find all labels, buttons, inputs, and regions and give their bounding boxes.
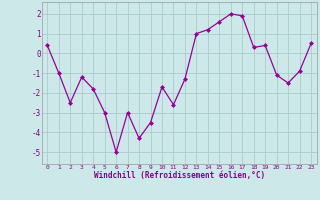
X-axis label: Windchill (Refroidissement éolien,°C): Windchill (Refroidissement éolien,°C)	[94, 171, 265, 180]
